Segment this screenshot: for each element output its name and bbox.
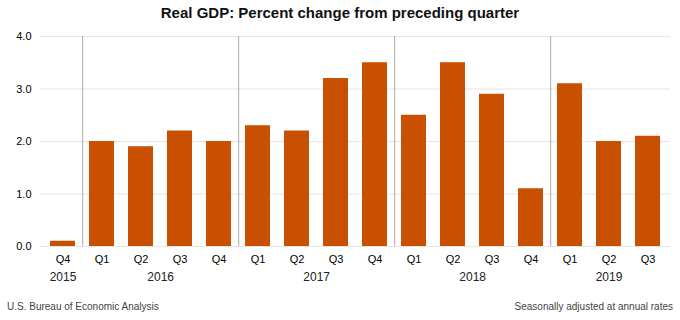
svg-text:2.0: 2.0: [16, 135, 31, 147]
svg-text:Q2: Q2: [446, 253, 461, 265]
svg-text:Q4: Q4: [524, 253, 539, 265]
svg-text:Q3: Q3: [641, 253, 656, 265]
svg-text:2015: 2015: [50, 270, 77, 284]
svg-text:Q3: Q3: [173, 253, 188, 265]
svg-text:Q1: Q1: [407, 253, 422, 265]
svg-text:0.0: 0.0: [16, 240, 31, 252]
svg-text:Q1: Q1: [251, 253, 266, 265]
svg-text:2018: 2018: [459, 270, 486, 284]
svg-text:Q2: Q2: [602, 253, 617, 265]
svg-text:3.0: 3.0: [16, 83, 31, 95]
svg-text:Q4: Q4: [212, 253, 227, 265]
svg-text:Q1: Q1: [563, 253, 578, 265]
svg-text:Q3: Q3: [329, 253, 344, 265]
svg-text:Q4: Q4: [56, 253, 71, 265]
svg-text:Q2: Q2: [134, 253, 149, 265]
svg-text:Q1: Q1: [95, 253, 110, 265]
html-text:Real GDP: Percent change from: Real GDP: Percent change from preceding …: [160, 4, 520, 21]
svg-text:Q2: Q2: [290, 253, 305, 265]
svg-text:4.0: 4.0: [16, 30, 31, 42]
svg-text:2017: 2017: [303, 270, 330, 284]
svg-text:Q4: Q4: [368, 253, 383, 265]
svg-text:1.0: 1.0: [16, 188, 31, 200]
html-text:U.S. Bureau of Economic Analys: U.S. Bureau of Economic Analysis: [7, 301, 159, 312]
svg-text:2019: 2019: [596, 270, 623, 284]
svg-text:2016: 2016: [147, 270, 174, 284]
svg-text:Q3: Q3: [485, 253, 500, 265]
html-text:Seasonally adjusted at annual: Seasonally adjusted at annual rates: [514, 301, 673, 312]
